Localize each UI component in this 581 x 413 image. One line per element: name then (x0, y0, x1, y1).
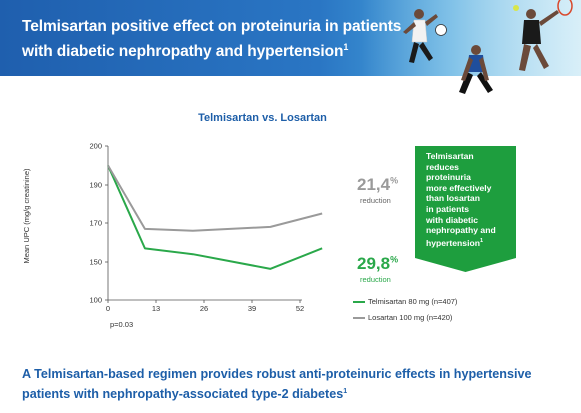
y-axis-label: Mean UPC (mg/g creatinine) (22, 168, 31, 264)
callout-text: Telmisartan reduces proteinuria more effect… (426, 151, 512, 248)
legend-swatch-losartan (353, 317, 365, 319)
series-line-telmisartan (107, 165, 323, 270)
callout-line: more effectively (426, 182, 492, 193)
legend-swatch-telmisartan (353, 301, 365, 303)
soccer-player-figure (403, 9, 447, 63)
bottom-line-2: patients with nephropathy-associated typ… (22, 387, 344, 402)
callout-line: than losartan (426, 193, 480, 204)
chart-axes: 100 150 170 190 200 0 13 26 39 52 (89, 142, 304, 314)
legend-label-telmisartan: Telmisartan 80 mg (n=407) (368, 297, 458, 306)
chart-title: Telmisartan vs. Losartan (198, 112, 327, 124)
callout-line: hypertension1 (426, 237, 484, 248)
x-tick-label: 13 (152, 304, 160, 313)
y-tick-label: 190 (89, 181, 102, 190)
telmisartan-reduction-label: reduction (360, 275, 391, 284)
bottom-statement: A Telmisartan-based regimen provides rob… (22, 366, 562, 403)
telmisartan-reduction-value: 29,8% (357, 254, 399, 273)
callout-footnote: 1 (479, 237, 484, 244)
callout-line: proteinuria (426, 172, 471, 183)
athletes-illustration (403, 0, 573, 94)
callout-line: reduces (426, 161, 459, 172)
bottom-line-1: A Telmisartan-based regimen provides rob… (22, 367, 532, 381)
x-tick-label: 39 (248, 304, 256, 313)
callout-line: in patients (426, 203, 469, 214)
tennis-player-figure (513, 0, 573, 71)
losartan-reduction-value: 21,4% (357, 175, 399, 194)
x-tick-label: 52 (296, 304, 304, 313)
y-tick-label: 100 (89, 296, 102, 305)
bottom-footnote: 1 (343, 388, 348, 395)
x-tick-label: 26 (200, 304, 208, 313)
header-banner: Telmisartan positive effect on proteinur… (0, 0, 581, 76)
callout-box (415, 146, 516, 272)
chart-series (107, 164, 323, 270)
title-line-2: with diabetic nephropathy and hypertensi… (22, 43, 344, 61)
callout-line: nephropathy and (426, 225, 496, 236)
y-tick-label: 150 (89, 258, 102, 267)
losartan-reduction-label: reduction (360, 196, 391, 205)
y-tick-label: 170 (89, 219, 102, 228)
callout-line: with diabetic (426, 214, 479, 225)
x-tick-label: 0 (106, 304, 110, 313)
sprinter-figure (459, 45, 493, 94)
series-line-losartan (107, 164, 323, 232)
callout-line: Telmisartan (426, 151, 474, 161)
y-tick-label: 200 (89, 142, 102, 151)
p-value: p=0.03 (110, 320, 134, 329)
title-footnote: 1 (343, 42, 349, 52)
title-line-1: Telmisartan positive effect on proteinur… (22, 18, 402, 35)
legend-label-losartan: Losartan 100 mg (n=420) (368, 313, 453, 322)
page-title: Telmisartan positive effect on proteinur… (22, 16, 402, 62)
